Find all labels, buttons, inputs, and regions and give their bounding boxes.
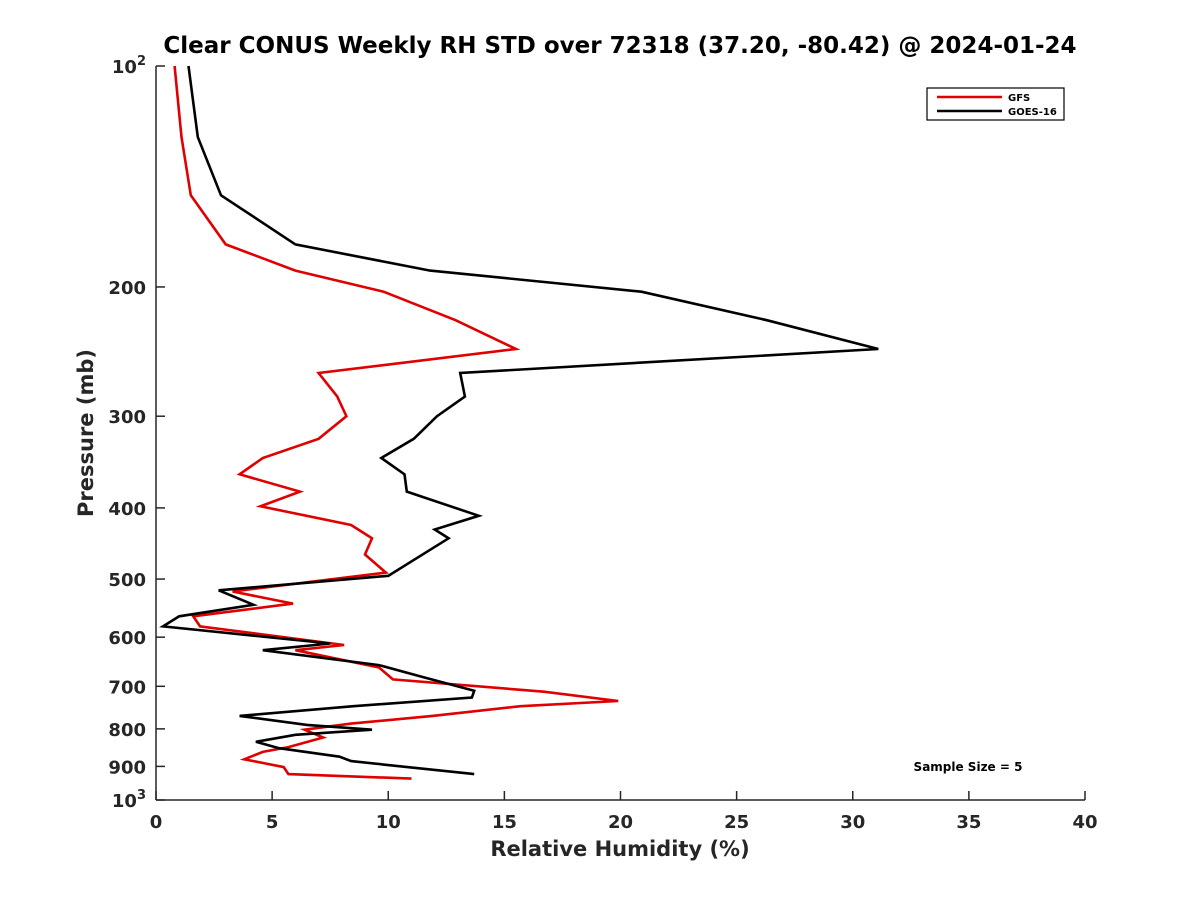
- series-layer: [159, 65, 879, 780]
- y-tick-label: 200: [108, 278, 146, 299]
- y-tick-label: 900: [108, 757, 146, 778]
- y-tick-label: 700: [108, 677, 146, 698]
- legend-goes16-label: GOES-16: [1008, 107, 1057, 118]
- x-tick-label: 30: [840, 812, 865, 833]
- x-tick-label: 0: [150, 812, 163, 833]
- chart-title: Clear CONUS Weekly RH STD over 72318 (37…: [163, 33, 1076, 59]
- y-tick-label: 400: [108, 499, 146, 520]
- x-tick-label: 5: [266, 812, 279, 833]
- x-tick-label: 10: [376, 812, 401, 833]
- x-tick-label: 40: [1072, 812, 1097, 833]
- y-tick-label: 102: [112, 54, 146, 78]
- legend-box: [926, 87, 1065, 121]
- legend-gfs-label: GFS: [1008, 93, 1030, 104]
- sample-size-note: Sample Size = 5: [914, 760, 1023, 774]
- y-axis-ticks: 102 200 300 400 500 600 700 800 900 103: [108, 54, 165, 812]
- y-tick-label: 600: [108, 628, 146, 649]
- x-axis-label: Relative Humidity (%): [490, 837, 749, 861]
- y-tick-label: 500: [108, 570, 146, 591]
- x-tick-label: 15: [492, 812, 517, 833]
- legend: GFS GOES-16: [926, 87, 1065, 121]
- y-axis-label: Pressure (mb): [74, 349, 98, 517]
- series-line-goes16: [159, 65, 879, 776]
- y-tick-label: 300: [108, 407, 146, 428]
- y-tick-label: 103: [112, 788, 146, 812]
- x-tick-label: 25: [724, 812, 749, 833]
- x-axis-ticks: 0 5 10 15 20 25 30 35 40: [150, 791, 1098, 833]
- x-tick-label: 20: [608, 812, 633, 833]
- x-tick-label: 35: [956, 812, 981, 833]
- series-line-gfs: [173, 65, 619, 780]
- y-tick-label: 800: [108, 720, 146, 741]
